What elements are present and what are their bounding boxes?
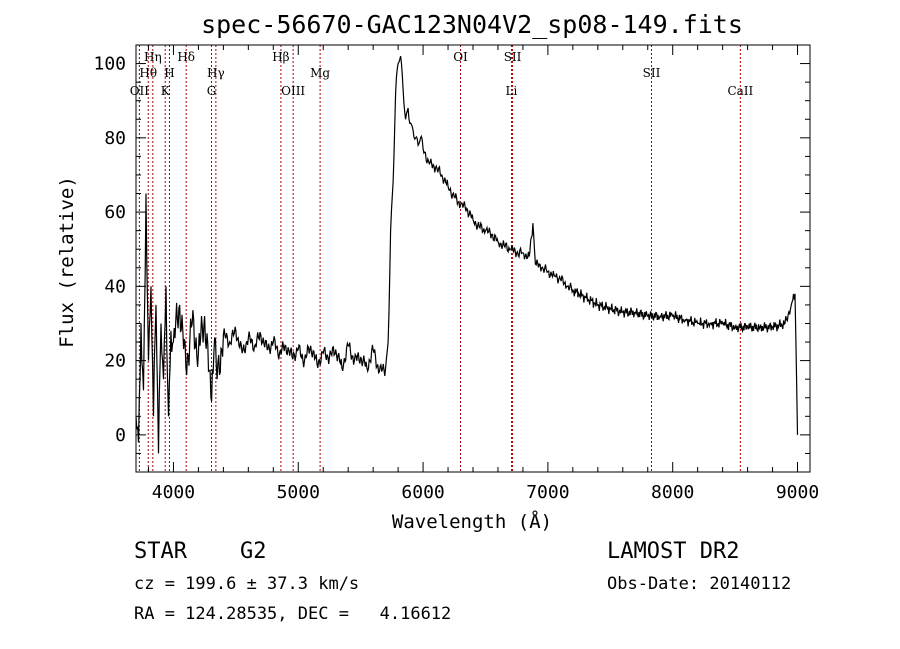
spectral-line-label: CaII xyxy=(727,84,753,98)
y-tick-label: 40 xyxy=(104,276,126,297)
spectral-line-label: Hθ xyxy=(139,66,157,80)
y-tick-label: 80 xyxy=(104,128,126,149)
object-subclass: G2 xyxy=(240,539,267,564)
spectral-line-label: Hγ xyxy=(207,66,225,80)
spectral-line-label: OIII xyxy=(281,84,305,98)
x-tick-label: 7000 xyxy=(526,482,569,503)
spectral-line-label: Hη xyxy=(144,50,162,64)
spectral-line-label: Li xyxy=(506,84,518,98)
coordinates-readout: RA = 124.28535, DEC = 4.16612 xyxy=(134,604,452,624)
spectral-line-label: SII xyxy=(643,66,661,80)
x-axis-label: Wavelength (Å) xyxy=(392,510,552,533)
spectral-line-label: H xyxy=(164,66,174,80)
y-tick-label: 0 xyxy=(115,425,126,446)
spectral-line-label: Hδ xyxy=(177,50,195,64)
x-tick-label: 9000 xyxy=(776,482,819,503)
y-tick-label: 20 xyxy=(104,351,126,372)
x-tick-label: 4000 xyxy=(152,482,195,503)
spectral-line-markers: Hη Hθ H OII K Hδ Hγ G Hβ OIII Mg OI SII Li SII CaII xyxy=(130,45,754,472)
spectral-line-label: Hβ xyxy=(272,50,289,64)
chart-title: spec-56670-GAC123N04V2_sp08-149.fits xyxy=(201,10,743,39)
redshift-readout: cz = 199.6 ± 37.3 km/s xyxy=(134,574,360,594)
spectral-line-label: Mg xyxy=(310,66,330,80)
y-axis-ticks: 0 20 40 60 80 100 xyxy=(93,54,810,473)
spectral-line-label: K xyxy=(161,84,171,98)
observation-date: Obs-Date: 20140112 xyxy=(607,574,792,594)
x-tick-label: 6000 xyxy=(401,482,444,503)
x-tick-label: 5000 xyxy=(277,482,320,503)
spectral-line-label: SII xyxy=(504,50,522,64)
spectrum-line xyxy=(135,55,799,454)
spectral-line-label: OI xyxy=(453,50,468,64)
spectral-line-label: OII xyxy=(130,84,150,98)
y-axis-label: Flux (relative) xyxy=(56,176,78,348)
object-class: STAR xyxy=(134,539,187,564)
x-tick-label: 8000 xyxy=(651,482,694,503)
plot-frame xyxy=(135,44,811,473)
survey-name: LAMOST DR2 xyxy=(607,539,740,564)
y-tick-label: 60 xyxy=(104,202,126,223)
spectral-line-label: G xyxy=(207,84,217,98)
y-tick-label: 100 xyxy=(93,54,126,75)
x-axis-ticks: 4000 5000 6000 7000 8000 9000 xyxy=(147,45,819,503)
